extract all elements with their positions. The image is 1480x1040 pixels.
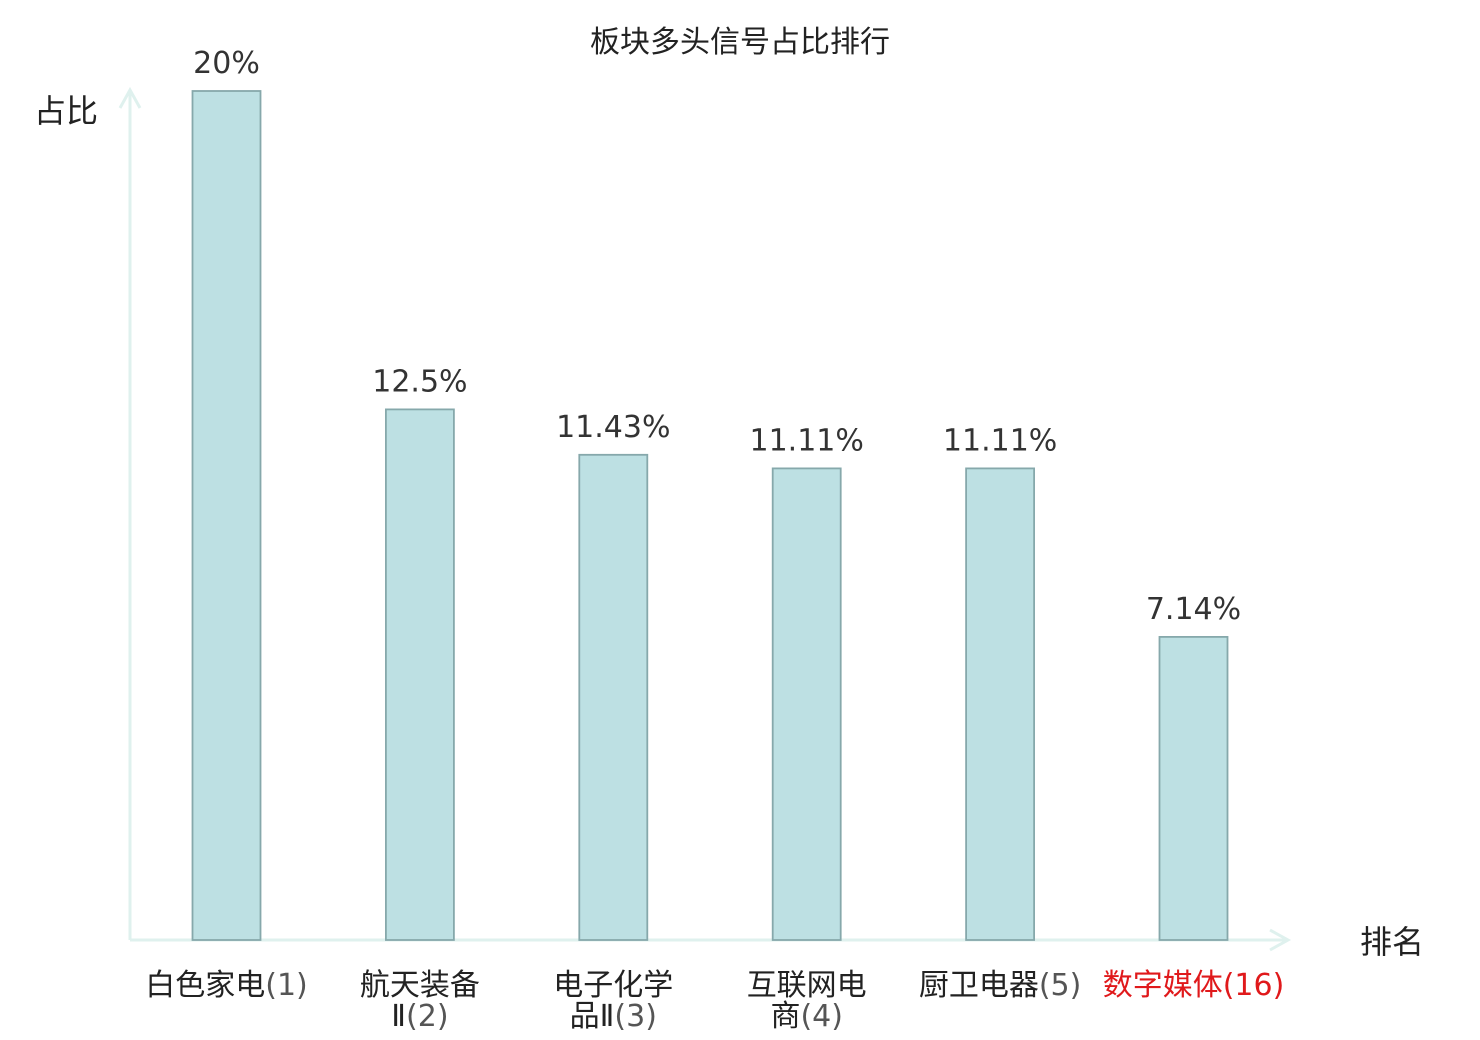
x-axis bbox=[130, 928, 1292, 952]
bar-4[interactable] bbox=[771, 467, 842, 941]
bar-1[interactable] bbox=[191, 90, 262, 941]
value-label-4: 11.11% bbox=[750, 423, 864, 458]
value-label-1: 20% bbox=[193, 46, 260, 81]
y-axis bbox=[118, 86, 142, 940]
category-label-5-line-1: 厨卫电器(5) bbox=[919, 968, 1082, 1003]
bars bbox=[191, 90, 1229, 941]
bar-3[interactable] bbox=[578, 453, 649, 941]
category-label-3-line-2: 品Ⅱ(3) bbox=[570, 999, 657, 1034]
y-axis-title: 占比 bbox=[34, 92, 98, 130]
category-label-3-line-1: 电子化学 bbox=[553, 968, 673, 1003]
category-label-2-line-2: Ⅱ(2) bbox=[391, 999, 448, 1034]
y-axis-arrow-icon bbox=[118, 86, 142, 109]
bar-2[interactable] bbox=[384, 408, 455, 941]
category-label-2-line-1: 航天装备 bbox=[360, 968, 480, 1003]
category-label-6-line-1: 数字媒体(16) bbox=[1103, 968, 1285, 1003]
bar-5[interactable] bbox=[965, 467, 1035, 941]
x-axis-arrow-icon bbox=[1269, 928, 1292, 952]
value-label-2: 12.5% bbox=[372, 364, 467, 399]
value-label-3: 11.43% bbox=[556, 410, 670, 445]
value-labels: 20% 12.5% 11.43% 11.11% 11.11% 7.14% bbox=[193, 46, 1241, 627]
category-label-4-line-2: 商(4) bbox=[770, 999, 843, 1034]
value-label-6: 7.14% bbox=[1146, 592, 1241, 627]
value-label-5: 11.11% bbox=[943, 423, 1057, 458]
bar-6[interactable] bbox=[1158, 636, 1229, 941]
category-label-1-line-1: 白色家电(1) bbox=[145, 968, 308, 1003]
x-axis-title: 排名 bbox=[1360, 923, 1424, 961]
chart-title: 板块多头信号占比排行 bbox=[590, 25, 890, 60]
category-label-4-line-1: 互联网电 bbox=[747, 968, 867, 1003]
